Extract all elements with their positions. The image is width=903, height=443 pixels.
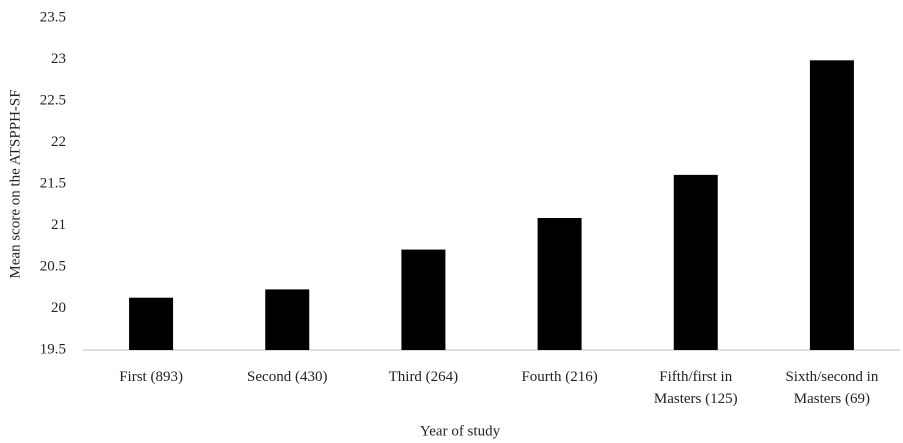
y-tick-label: 20 — [51, 300, 66, 316]
y-tick-label: 22.5 — [40, 92, 66, 108]
y-tick-label: 23.5 — [40, 9, 66, 25]
bar — [129, 297, 174, 350]
bar — [401, 249, 446, 350]
x-axis-title: Year of study — [420, 423, 501, 439]
x-tick-label: Second (430) — [247, 369, 328, 385]
y-tick-label: 20.5 — [40, 258, 66, 274]
x-tick-label: Fifth/first in Masters (125) — [653, 369, 738, 407]
x-tick-label: First (893) — [119, 369, 183, 385]
y-tick-label: 22 — [51, 134, 66, 150]
bar — [673, 174, 718, 350]
bar — [537, 218, 582, 350]
y-tick-label: 23 — [51, 51, 66, 67]
y-axis-title: Mean score on the ATSPPH-SF — [7, 89, 23, 278]
bar — [265, 289, 310, 350]
x-tick-label: Fourth (216) — [521, 369, 598, 385]
y-tick-label: 19.5 — [40, 341, 66, 357]
y-tick-label: 21.5 — [40, 175, 66, 191]
x-tick-label: Sixth/second in Masters (69) — [785, 369, 879, 407]
x-tick-label: Third (264) — [388, 369, 459, 385]
bar — [809, 60, 854, 350]
y-tick-label: 21 — [51, 217, 66, 233]
